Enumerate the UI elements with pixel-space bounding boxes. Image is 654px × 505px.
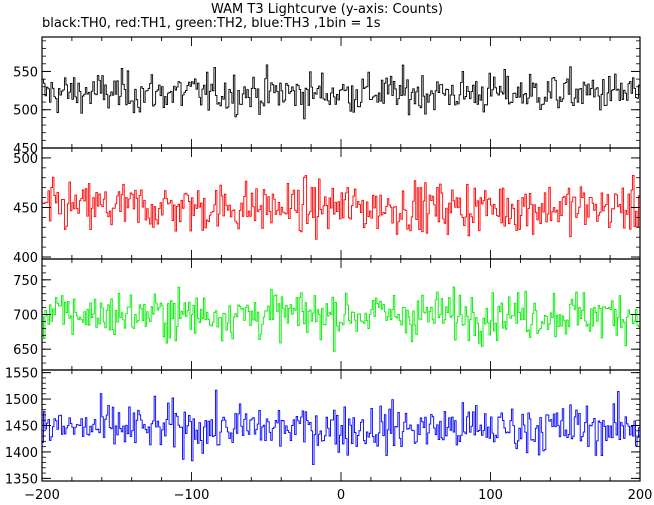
y-tick-label: 450 <box>13 201 38 216</box>
y-tick-label: 500 <box>13 104 38 119</box>
y-tick-label: 700 <box>13 309 38 324</box>
y-tick-label: 1350 <box>5 472 38 487</box>
series-line-th0 <box>42 64 640 120</box>
x-tick-label: 100 <box>478 488 503 503</box>
y-tick-label: 400 <box>13 251 38 266</box>
x-tick-label: 200 <box>628 488 653 503</box>
chart-title: WAM T3 Lightcurve (y-axis: Counts) <box>211 2 443 17</box>
y-tick-label: 550 <box>13 65 38 80</box>
series-line-th3 <box>42 389 640 466</box>
y-tick-label: 1500 <box>5 393 38 408</box>
series-line-th2 <box>42 286 640 352</box>
y-tick-label: 450 <box>13 142 38 157</box>
y-tick-label: 1450 <box>5 420 38 435</box>
x-tick-label: −100 <box>174 488 210 503</box>
y-tick-label: 1400 <box>5 446 38 461</box>
x-tick-label: 0 <box>337 488 345 503</box>
y-tick-label: 650 <box>13 343 38 358</box>
y-tick-label: 500 <box>13 152 38 167</box>
y-tick-label: 750 <box>13 274 38 289</box>
series-line-th1 <box>42 174 640 240</box>
chart-subtitle: black:TH0, red:TH1, green:TH2, blue:TH3 … <box>42 16 381 31</box>
x-tick-label: −200 <box>24 488 60 503</box>
y-tick-label: 1550 <box>5 367 38 382</box>
